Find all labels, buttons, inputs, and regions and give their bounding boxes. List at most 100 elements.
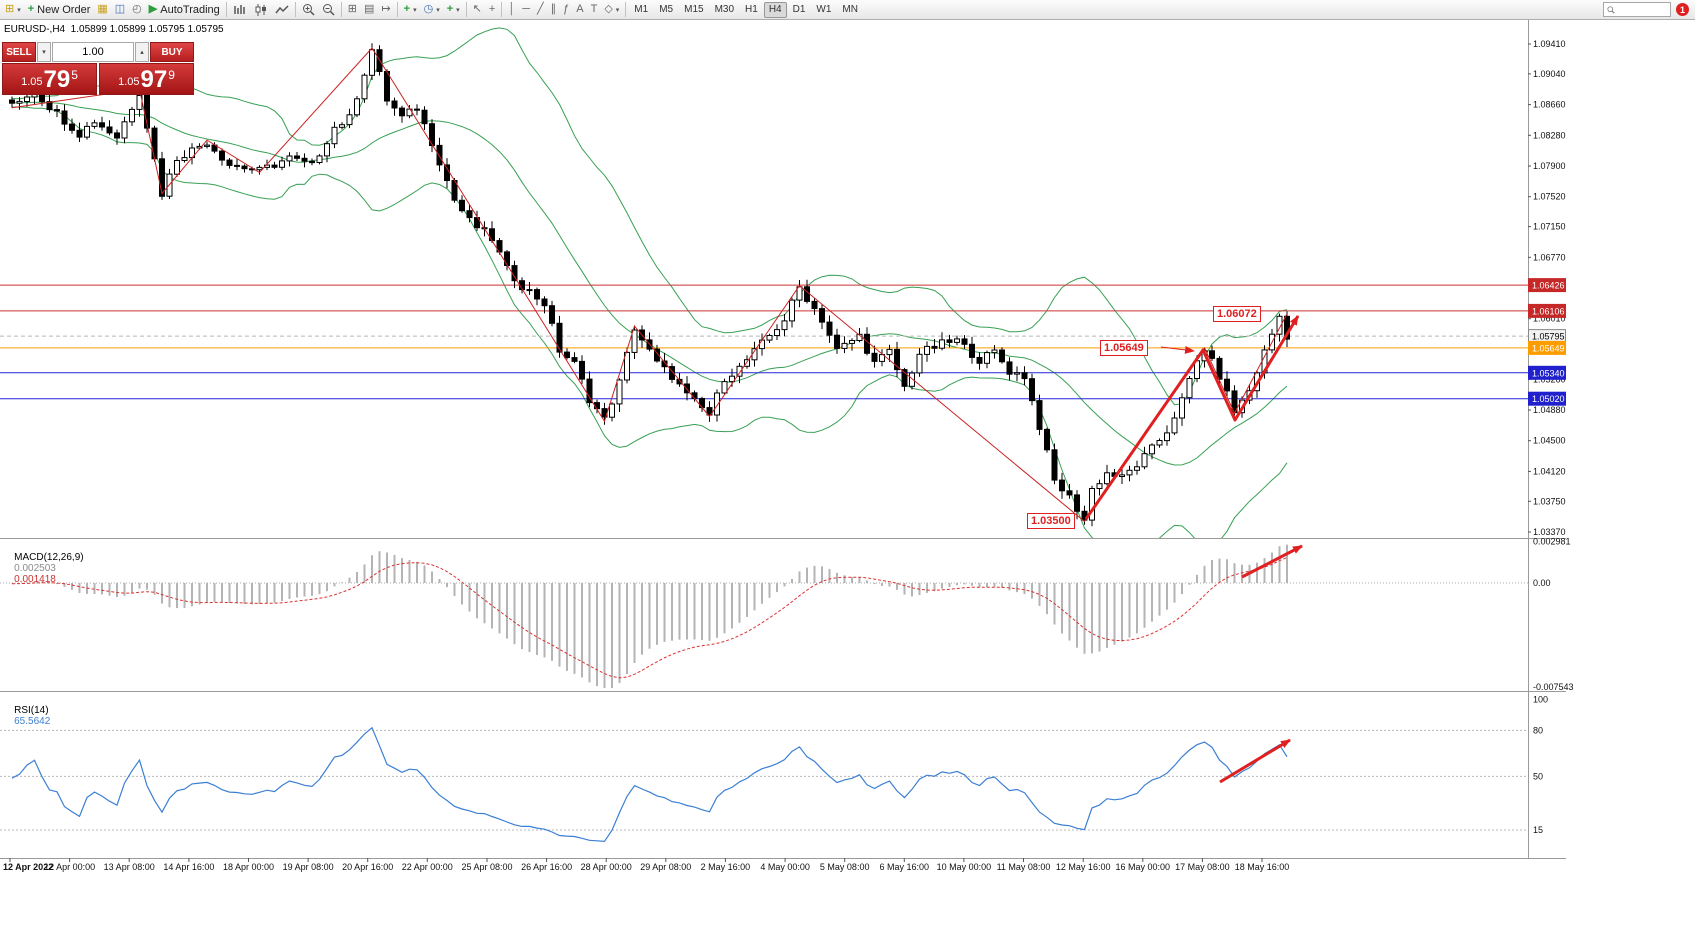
- text-tool-button[interactable]: A: [573, 1, 586, 19]
- periods-button[interactable]: ◷ ▾: [421, 1, 443, 19]
- zoom-out-button[interactable]: [319, 1, 338, 19]
- indicators-button[interactable]: + ▾: [444, 1, 463, 19]
- toolbar-separator: [501, 2, 503, 17]
- symbol-ohlc-label: EURUSD-,H4 1.05899 1.05899 1.05795 1.057…: [4, 24, 224, 35]
- time-axis-label: 2 May 16:00: [701, 862, 751, 872]
- chevron-down-icon: ▾: [615, 6, 620, 14]
- cascade-windows-button[interactable]: ▤: [361, 1, 377, 19]
- refresh-button[interactable]: ◴: [129, 1, 145, 19]
- timeframe-m5-button[interactable]: M5: [654, 2, 678, 18]
- time-axis-label: 4 May 00:00: [760, 862, 810, 872]
- line-chart-mode-button[interactable]: [272, 1, 292, 19]
- autotrading-play-icon: ▶: [148, 3, 158, 15]
- rsi-axis-label: 80: [1533, 725, 1543, 735]
- time-axis-label: 14 Apr 16:00: [163, 862, 214, 872]
- toolbar-separator: [340, 2, 342, 17]
- main-trend-arrow[interactable]: [1084, 315, 1300, 520]
- price-axis-label: 1.04500: [1533, 436, 1566, 446]
- buy-price-point: 9: [168, 68, 175, 82]
- search-input[interactable]: [1618, 3, 1667, 16]
- indicators-icon: +: [446, 3, 454, 15]
- volume-increase-button[interactable]: ▴: [135, 42, 149, 62]
- rsi-axis-label: 100: [1533, 695, 1548, 705]
- rsi-axis-label: 15: [1533, 825, 1543, 835]
- rsi-indicator-label: RSI(14) 65.5642: [3, 694, 50, 738]
- new-order-label: New Order: [37, 3, 91, 16]
- price-axis-label: 1.04880: [1533, 405, 1566, 415]
- chart-shift-icon: ↦: [381, 3, 391, 15]
- fibonacci-icon: ƒ: [563, 3, 570, 15]
- price-axis-label: 1.08280: [1533, 130, 1566, 140]
- add-chart-icon: +: [403, 3, 411, 15]
- charts-dropdown-button[interactable]: + ▾: [401, 1, 420, 19]
- main-price-pane: [0, 27, 1528, 538]
- rsi-trend-arrow[interactable]: [1219, 738, 1291, 784]
- new-order-button[interactable]: + New Order: [25, 1, 94, 19]
- buy-price-button[interactable]: 1.05 97 9: [99, 63, 194, 95]
- sell-button[interactable]: SELL: [2, 42, 36, 62]
- new-chart-window-button[interactable]: ⊞ ▾: [2, 1, 24, 19]
- shapes-tool-button[interactable]: ◇ ▾: [601, 1, 622, 19]
- chart-canvas[interactable]: 1.09410 1.09040 1.08660 1.08280 1.07900 1.075…: [0, 20, 1695, 946]
- timeframe-m30-button[interactable]: M30: [710, 2, 739, 18]
- vertical-line-icon: │: [508, 3, 516, 15]
- chevron-down-icon: ▾: [17, 6, 21, 14]
- timeframe-h1-button[interactable]: H1: [740, 2, 763, 18]
- sell-price-button[interactable]: 1.05 79 5: [2, 63, 97, 95]
- buy-price-pips: 97: [140, 66, 168, 93]
- chart-shift-button[interactable]: ↦: [378, 1, 393, 19]
- crosshair-tool-button[interactable]: +: [486, 1, 498, 19]
- candlestick-mode-button[interactable]: [251, 1, 271, 19]
- timeframe-d1-button[interactable]: D1: [788, 2, 811, 18]
- tile-windows-button[interactable]: ⊞: [345, 1, 360, 19]
- vertical-line-tool-button[interactable]: │: [505, 1, 518, 19]
- market-watch-button[interactable]: ▦: [94, 1, 110, 19]
- timeframe-mn-button[interactable]: MN: [837, 2, 863, 18]
- autotrading-button[interactable]: ▶ AutoTrading: [146, 1, 223, 19]
- macd-axis-label: -0.007543: [1533, 682, 1574, 692]
- buy-button[interactable]: BUY: [150, 42, 194, 62]
- time-axis-label: 17 May 08:00: [1175, 862, 1230, 872]
- clock-icon: ◷: [423, 3, 434, 15]
- volume-input[interactable]: [52, 42, 134, 62]
- price-axis-label: 1.06770: [1533, 252, 1566, 262]
- data-window-icon: ◫: [114, 3, 126, 15]
- timeframe-m1-button[interactable]: M1: [629, 2, 653, 18]
- text-icon: A: [576, 3, 584, 15]
- price-axis-label: 1.07520: [1533, 192, 1566, 202]
- price-tag: [1528, 391, 1566, 406]
- rsi-axis-label: 50: [1533, 771, 1543, 781]
- volume-decrease-button[interactable]: ▾: [37, 42, 51, 62]
- macd-axis-label: 0.002981: [1533, 537, 1571, 547]
- toolbar-separator: [465, 2, 467, 17]
- trendline-tool-button[interactable]: ╱: [534, 1, 547, 19]
- price-annotation[interactable]: 1.06072: [1213, 306, 1261, 322]
- bar-chart-mode-button[interactable]: [230, 1, 250, 19]
- timeframe-w1-button[interactable]: W1: [811, 2, 836, 18]
- timeframe-m15-button[interactable]: M15: [679, 2, 708, 18]
- channel-icon: ∥: [550, 3, 557, 15]
- data-window-button[interactable]: ◫: [112, 1, 128, 19]
- toolbar: ⊞ ▾ + New Order ▦ ◫ ◴ ▶ AutoTrading ⊞ ▤ …: [0, 0, 1695, 20]
- cursor-tool-button[interactable]: ↖: [470, 1, 485, 19]
- timeframe-h4-button[interactable]: H4: [763, 1, 787, 18]
- fibonacci-tool-button[interactable]: ƒ: [560, 1, 572, 19]
- price-annotation[interactable]: 1.03500: [1027, 513, 1075, 529]
- chart-window: 1.09410 1.09040 1.08660 1.08280 1.07900 1.075…: [0, 20, 1695, 946]
- price-axis-label: 1.09040: [1533, 69, 1566, 79]
- horizontal-line-icon: ─: [522, 3, 530, 15]
- notification-badge[interactable]: 1: [1676, 3, 1689, 16]
- label-tool-button[interactable]: T: [588, 1, 601, 19]
- horizontal-line-tool-button[interactable]: ─: [519, 1, 533, 19]
- autotrading-label: AutoTrading: [160, 3, 220, 16]
- zoom-in-button[interactable]: [299, 1, 318, 19]
- zoom-out-icon: [322, 4, 335, 16]
- trendline-icon: ╱: [536, 3, 544, 15]
- channel-tool-button[interactable]: ∥: [548, 1, 560, 19]
- search-icon: [1607, 5, 1615, 14]
- new-order-icon: +: [27, 3, 35, 15]
- buy-price-figure: 1.05: [118, 76, 140, 88]
- macd-trend-arrow[interactable]: [1241, 544, 1303, 579]
- time-axis-label: 19 Apr 08:00: [283, 862, 334, 872]
- price-annotation[interactable]: 1.05649: [1100, 340, 1148, 356]
